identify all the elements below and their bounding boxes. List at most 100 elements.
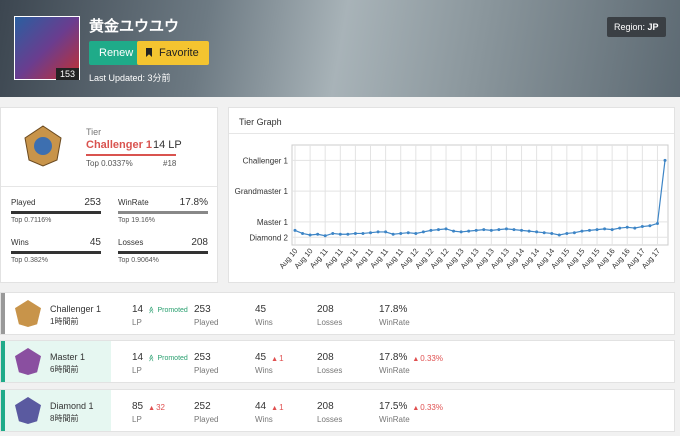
point [520, 228, 524, 232]
losses: 208 [317, 401, 334, 412]
point [603, 227, 607, 231]
tier-top: Top 0.0337% [86, 159, 133, 168]
summoner-name: 黄金ユウユウ [89, 18, 180, 35]
stat-top: Top 19.16% [118, 217, 155, 224]
point [429, 228, 433, 232]
point [648, 224, 652, 228]
point [610, 228, 614, 232]
point [391, 232, 395, 236]
lp_badge: Promoted [148, 354, 187, 362]
row-marker [1, 341, 5, 382]
region: JP [647, 22, 659, 32]
line [294, 160, 666, 237]
stat-top: Top 0.382% [11, 257, 48, 264]
history-row: Diamond 1 8時間前 85 LP 32 252 Played 44 Wins 1 208 Lo… [0, 389, 675, 432]
point [301, 231, 305, 235]
winrate-caption: WinRate [379, 366, 410, 375]
point [625, 225, 629, 229]
point [663, 158, 667, 162]
played-caption: Played [194, 318, 219, 327]
played-caption: Played [194, 415, 219, 424]
stat-top: Top 0.9064% [118, 257, 159, 264]
winrate: 17.8% [379, 304, 408, 315]
stat-name: Played [11, 198, 36, 207]
point [640, 225, 644, 229]
winrate: 17.5% [379, 401, 408, 412]
point [474, 228, 478, 232]
losses-caption: Losses [317, 318, 343, 327]
point [595, 228, 599, 232]
point [444, 227, 448, 231]
point [535, 230, 539, 234]
point [361, 231, 365, 235]
stat-bar [11, 251, 101, 254]
y-tick-label: Challenger 1 [243, 156, 289, 165]
winrate-caption: WinRate [379, 415, 410, 424]
point [436, 228, 440, 232]
point [369, 231, 373, 235]
tier-emblem [15, 300, 41, 327]
point [504, 227, 508, 231]
tier: Diamond 1 [50, 401, 94, 411]
point [512, 228, 516, 232]
point [633, 226, 637, 230]
y-tick-label: Master 1 [257, 218, 289, 227]
wins-caption: Wins [255, 366, 273, 375]
lp: 14 [132, 352, 144, 363]
winrate_change: 0.33% [412, 403, 443, 412]
time: 8時間前 [50, 414, 79, 423]
point [452, 229, 456, 233]
point [331, 231, 335, 235]
stat-bar [118, 211, 208, 214]
lp: 14 [132, 304, 144, 315]
time: 1時間前 [50, 317, 79, 326]
point [384, 230, 388, 234]
lp-caption: LP [132, 415, 142, 424]
wins_change: 1 [271, 354, 283, 363]
stat-name: WinRate [118, 198, 149, 207]
wins: 45 [255, 352, 267, 363]
losses: 208 [317, 304, 334, 315]
time: 6時間前 [50, 365, 79, 374]
point [587, 228, 591, 232]
stat-value: 253 [84, 197, 101, 208]
point [421, 230, 425, 234]
point [376, 230, 380, 234]
wins: 45 [255, 304, 267, 315]
history-row: Master 1 6時間前 14 LP Promoted 253 Played 45 Wins 1… [0, 340, 675, 383]
row-marker [1, 390, 5, 431]
plot-area [291, 144, 669, 246]
losses-caption: Losses [317, 366, 343, 375]
last-updated: Last Updated: 3分前 [89, 73, 171, 83]
stat-bar [118, 251, 208, 254]
bookmark-icon [146, 48, 152, 57]
losses-caption: Losses [317, 415, 343, 424]
point [618, 226, 622, 230]
winrate-caption: WinRate [379, 318, 410, 327]
point [293, 228, 297, 232]
renew-button[interactable]: Renew [89, 41, 144, 65]
tier: Master 1 [50, 352, 86, 362]
point [346, 232, 350, 236]
divider [1, 186, 217, 187]
graph-card: Tier Graph [228, 107, 675, 283]
tier-emblem [24, 125, 62, 167]
point [308, 233, 312, 237]
point [406, 231, 410, 235]
region-badge: Region: JP [607, 17, 666, 37]
point [399, 231, 403, 235]
point [414, 231, 418, 235]
stat-value: 17.8% [179, 197, 208, 208]
point [489, 228, 493, 232]
lp: 85 [132, 401, 144, 412]
lp-bar [86, 154, 176, 156]
winrate: 17.8% [379, 352, 408, 363]
winrate_change: 0.33% [412, 354, 443, 363]
point [353, 231, 357, 235]
wins-caption: Wins [255, 415, 273, 424]
point [497, 228, 501, 232]
wins-caption: Wins [255, 318, 273, 327]
stat-bar [11, 211, 101, 214]
tier-label: Tier [86, 127, 102, 137]
lp-caption: LP [132, 318, 142, 327]
